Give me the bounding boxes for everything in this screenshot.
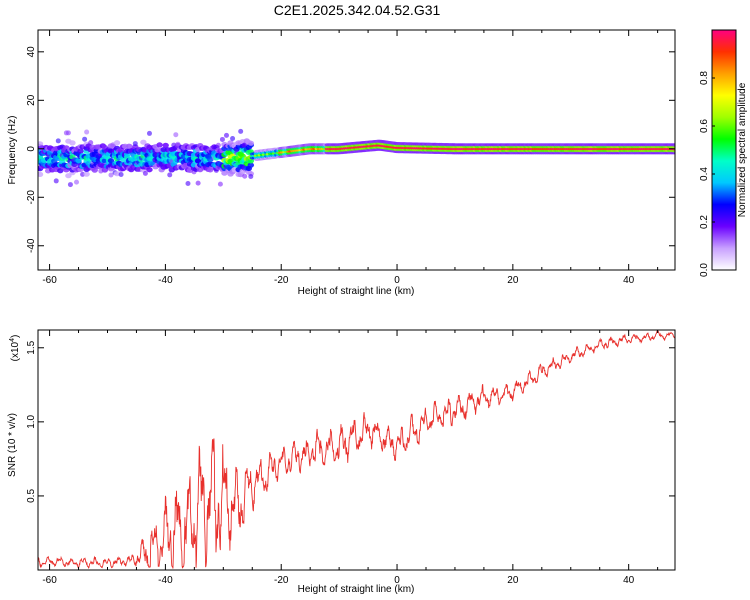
spectrogram-cell: [185, 180, 191, 186]
snr-x-tick-label: -40: [158, 575, 173, 586]
spectrogram-cell: [113, 140, 121, 146]
snr-y-multiplier: (x104): [9, 335, 21, 362]
spectrogram-cell: [113, 171, 121, 177]
spectrogram-cell: [217, 181, 223, 187]
spectrogram-x-label: Height of straight line (km): [298, 286, 415, 297]
spectrogram-cell: [82, 136, 88, 142]
spectrogram-cell: [242, 173, 248, 179]
colorbar-tick-label: 0.0: [699, 263, 710, 277]
colorbar-ticks: 0.0 0.2 0.4 0.6 0.8: [699, 71, 715, 277]
spectrogram-cell: [55, 138, 61, 144]
spectrogram-cell: [219, 136, 225, 142]
spectrogram-cell: [74, 179, 80, 185]
spectrogram-cell: [53, 178, 59, 184]
snr-x-tick-label: -20: [274, 575, 289, 586]
spectrogram-y-tick-label: 0: [26, 146, 37, 152]
spectrogram-cell: [215, 142, 221, 148]
spectrogram-panel: -60 -40 -20 0 20 40 -40 -20 0 20 40 Height of stra…: [7, 29, 676, 297]
snr-frame: [37, 329, 676, 571]
spectrogram-y-tick-label: 20: [26, 94, 37, 106]
spectrogram-cell: [223, 132, 229, 138]
spectrogram-cell: [146, 167, 153, 173]
spectrogram-cell: [230, 135, 236, 141]
spectrogram-cell: [77, 148, 84, 154]
snr-y-tick-label: 1.0: [26, 414, 37, 428]
snr-x-tick-label: -60: [42, 575, 57, 586]
spectrogram-cell: [142, 170, 148, 176]
spectrogram-cell: [247, 162, 255, 168]
spectrogram-cell: [671, 143, 675, 147]
spectrogram-cell: [38, 171, 44, 177]
spectrogram-cell: [57, 168, 64, 174]
spectrogram-cell: [67, 182, 73, 188]
spectrogram-x-tick-label: 0: [394, 275, 400, 286]
spectrogram-cell: [108, 172, 114, 178]
spectrogram-axes: -60 -40 -20 0 20 40 -40 -20 0 20 40: [26, 30, 675, 286]
colorbar-tick-label: 0.6: [699, 119, 710, 133]
colorbar-frame: [711, 29, 737, 271]
snr-panel: -60 -40 -20 0 20 40 0.5 1.0 1.5 Height of straig…: [7, 329, 676, 595]
spectrogram-x-tick-label: -40: [158, 275, 173, 286]
spectrogram-cell: [173, 132, 179, 138]
spectrogram-y-label: Frequency (Hz): [7, 116, 18, 185]
snr-x-tick-label: 20: [507, 575, 519, 586]
colorbar-gradient: [712, 30, 736, 270]
snr-x-tick-label: 0: [394, 575, 400, 586]
spectrogram-cell: [118, 171, 124, 177]
snr-x-label: Height of straight line (km): [298, 584, 415, 595]
spectrogram-cell: [88, 140, 94, 146]
spectrogram-cell: [126, 143, 133, 149]
snr-y-tick-label: 0.5: [26, 489, 37, 503]
spectrogram-cell: [140, 139, 147, 145]
spectrogram-y-tick-label: 40: [26, 46, 37, 58]
colorbar-label: Normalized spectral amplitude: [737, 82, 748, 217]
spectrogram-cell: [84, 129, 90, 135]
snr-x-tick-label: 40: [623, 575, 635, 586]
spectrogram-y-tick-label: -40: [26, 238, 37, 253]
spectrogram-x-tick-label: 20: [507, 275, 519, 286]
spectrogram-cell: [247, 140, 255, 146]
colorbar-tick-label: 0.4: [699, 167, 710, 181]
spectrogram-cell: [107, 158, 115, 164]
spectrogram-x-tick-label: -20: [274, 275, 289, 286]
spectrogram-cell: [162, 142, 169, 148]
spectrogram-cell: [156, 142, 163, 148]
spectrogram-cell: [65, 130, 71, 136]
spectrogram-x-tick-label: 40: [623, 275, 635, 286]
spectrogram-cell: [132, 141, 138, 147]
spectrogram-cell: [69, 140, 76, 146]
spectrogram-cell: [75, 157, 82, 164]
spectrogram-y-tick-label: -20: [26, 190, 37, 205]
snr-series-line: [38, 330, 675, 569]
spectrogram-cell: [83, 171, 90, 177]
snr-y-tick-label: 1.5: [26, 340, 37, 354]
spectrogram-cell: [91, 167, 98, 173]
spectrogram-cell: [146, 130, 152, 136]
figure-title: C2E1.2025.342.04.52.G31: [274, 2, 441, 18]
spectrogram-cell: [195, 180, 201, 186]
spectrogram-cell: [175, 141, 181, 147]
spectrogram-cells: [38, 128, 675, 188]
spectrogram-cell: [194, 158, 202, 164]
spectrogram-frame: [37, 29, 676, 271]
colorbar: 0.0 0.2 0.4 0.6 0.8 Normalized spectral ampl…: [699, 29, 748, 277]
spectrogram-cell: [238, 128, 244, 134]
spectrogram-cell: [65, 173, 72, 179]
snr-y-label: SNR (10 * v/v): [7, 413, 18, 477]
spectrogram-cell: [167, 172, 173, 178]
spectrogram-cell: [248, 173, 254, 179]
colorbar-tick-label: 0.2: [699, 215, 710, 229]
colorbar-tick-label: 0.8: [699, 71, 710, 85]
spectrogram-x-tick-label: -60: [42, 275, 57, 286]
